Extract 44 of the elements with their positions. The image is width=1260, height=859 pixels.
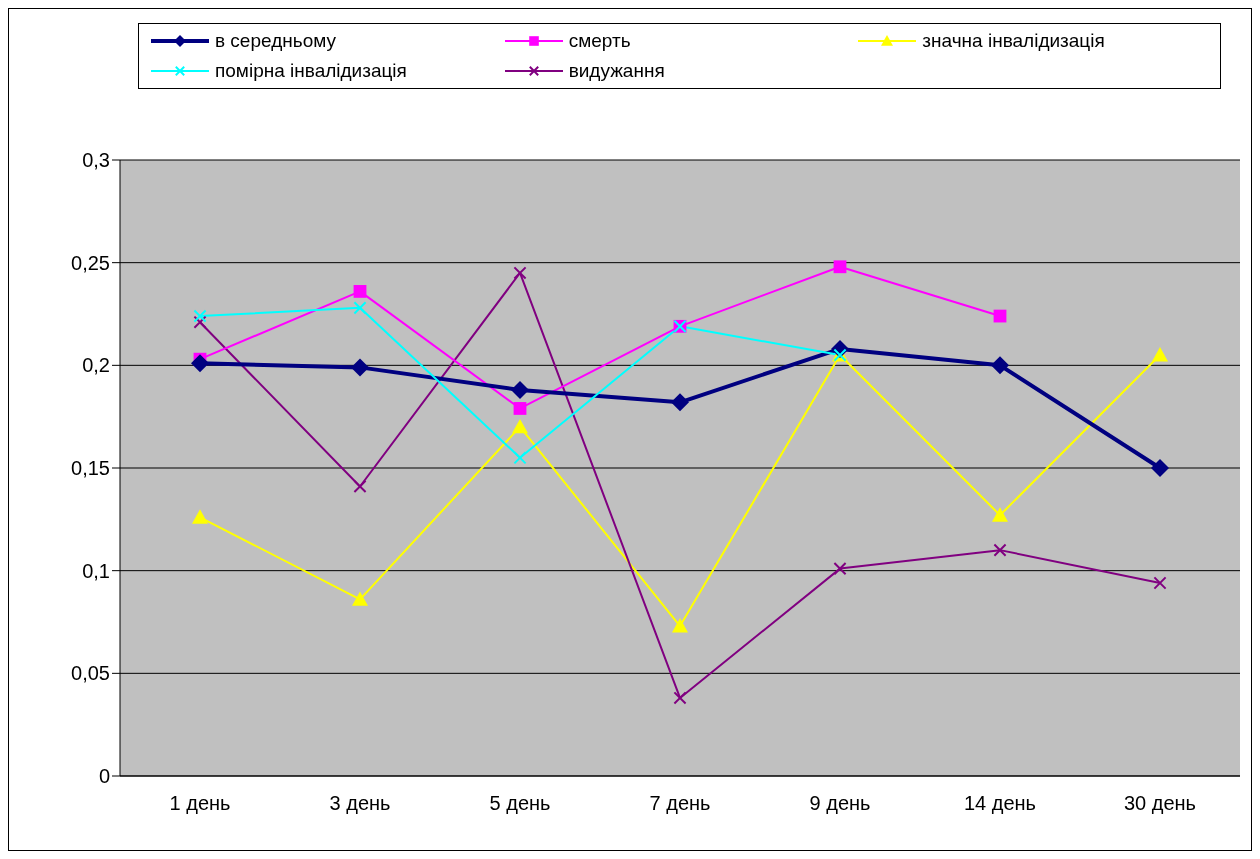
point xyxy=(513,451,527,465)
legend-label: помірна інвалідизація xyxy=(215,60,407,82)
point xyxy=(511,380,529,399)
x-tick-label: 5 день xyxy=(489,792,551,815)
y-tick-label: 0,3 xyxy=(82,149,110,172)
legend-label: в середньому xyxy=(215,30,336,52)
point xyxy=(513,402,527,415)
point xyxy=(991,356,1009,375)
y-tick-label: 0,25 xyxy=(71,251,110,274)
point xyxy=(191,354,209,373)
x-tick-label: 9 день xyxy=(809,792,871,815)
point xyxy=(992,507,1008,522)
point xyxy=(513,266,527,280)
point xyxy=(1152,347,1168,362)
x-tick-label: 7 день xyxy=(649,792,711,815)
legend-label: смерть xyxy=(568,30,631,52)
point xyxy=(672,618,688,633)
point xyxy=(352,591,368,606)
y-tick-label: 0 xyxy=(98,765,110,788)
point xyxy=(193,315,207,329)
point xyxy=(192,509,208,524)
point xyxy=(671,393,689,412)
x-tick-label: 30 день xyxy=(1123,792,1197,815)
point xyxy=(351,358,369,377)
y-tick-label: 0,15 xyxy=(71,457,110,480)
y-tick-label: 0,05 xyxy=(71,662,110,685)
point xyxy=(1151,459,1169,477)
point xyxy=(353,285,367,298)
point xyxy=(512,418,528,434)
y-tick-label: 0,1 xyxy=(82,559,110,582)
point xyxy=(1153,576,1167,590)
point xyxy=(833,260,847,274)
point xyxy=(193,309,207,323)
point xyxy=(353,479,367,494)
x-tick-label: 1 день xyxy=(169,792,231,815)
legend-label: видужання xyxy=(568,60,665,82)
legend-label: значна інвалідизація xyxy=(922,30,1105,52)
point xyxy=(833,562,847,576)
x-tick-label: 3 день xyxy=(329,792,391,815)
point xyxy=(353,301,367,315)
x-tick-label: 14 день xyxy=(963,792,1037,815)
point xyxy=(993,543,1007,557)
y-tick-label: 0,2 xyxy=(82,354,110,377)
point xyxy=(673,691,687,705)
